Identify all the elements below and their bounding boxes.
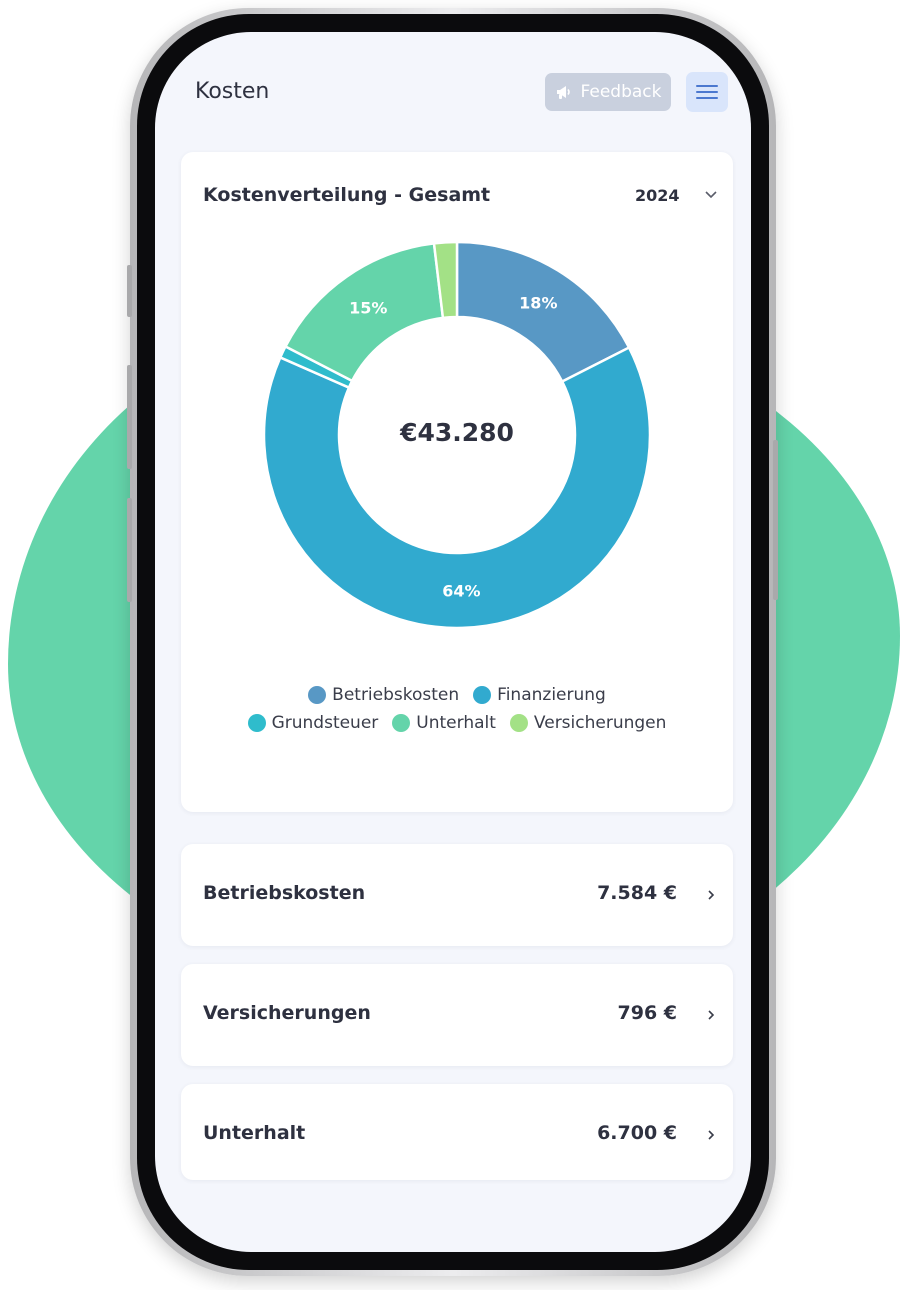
cost-distribution-card: Kostenverteilung - Gesamt 2024 18% 64% 15%… — [181, 152, 733, 812]
legend-item-grundsteuer[interactable]: Grundsteuer — [247, 713, 379, 733]
feedback-button[interactable]: Feedback — [545, 73, 671, 111]
slice-label-betriebskosten: 18% — [519, 293, 557, 312]
megaphone-icon — [556, 86, 570, 99]
slice-label-finanzierung: 64% — [442, 581, 480, 600]
chart-title: Kostenverteilung - Gesamt — [203, 184, 491, 206]
slice-label-unterhalt: 15% — [349, 298, 387, 317]
chevron-right-icon — [708, 1010, 715, 1020]
cost-item-name: Betriebskosten — [203, 882, 366, 904]
hamburger-menu-icon — [696, 85, 718, 87]
legend-swatch — [392, 714, 411, 732]
legend-item-finanzierung[interactable]: Finanzierung — [473, 685, 606, 705]
phone-mute-button — [127, 265, 132, 317]
legend-swatch — [247, 714, 266, 732]
legend-row: Grundsteuer Unterhalt Versicherungen — [181, 713, 733, 733]
cost-item-amount: 6.700 € — [597, 1122, 677, 1144]
legend-label: Unterhalt — [416, 713, 496, 733]
donut-slice-versicherungen[interactable] — [432, 240, 459, 320]
legend-item-betriebskosten[interactable]: Betriebskosten — [308, 685, 459, 705]
phone-volume-up-button — [127, 365, 132, 469]
cost-item-betriebskosten[interactable]: Betriebskosten 7.584 € — [181, 844, 733, 946]
cost-item-name: Unterhalt — [203, 1122, 306, 1144]
app-screen: Kosten Feedback Kostenverteilung - Gesam… — [155, 32, 751, 1252]
cost-item-amount: 796 € — [617, 1002, 678, 1024]
chart-center-total: €43.280 — [400, 418, 514, 447]
legend-label: Finanzierung — [497, 685, 606, 705]
legend-row: Betriebskosten Finanzierung — [181, 685, 733, 705]
legend-label: Betriebskosten — [332, 685, 460, 705]
legend-swatch — [509, 714, 528, 732]
menu-button[interactable] — [686, 72, 728, 112]
cost-item-amount: 7.584 € — [597, 882, 677, 904]
cost-item-name: Versicherungen — [203, 1002, 371, 1024]
page-title: Kosten — [195, 79, 270, 104]
top-bar: Kosten Feedback — [155, 32, 751, 152]
feedback-label: Feedback — [580, 82, 662, 102]
legend-swatch — [308, 686, 327, 704]
phone-power-button — [773, 440, 778, 600]
cost-item-unterhalt[interactable]: Unterhalt 6.700 € — [181, 1084, 733, 1180]
donut-slice-finanzierung[interactable] — [262, 345, 652, 630]
phone-volume-down-button — [127, 498, 132, 602]
chart-legend: Betriebskosten Finanzierung Grundsteuer Unt… — [181, 685, 733, 741]
legend-item-versicherungen[interactable]: Versicherungen — [509, 713, 667, 733]
chevron-down-icon[interactable] — [703, 186, 719, 202]
legend-swatch — [473, 686, 492, 704]
year-select[interactable]: 2024 — [635, 186, 680, 205]
legend-item-unterhalt[interactable]: Unterhalt — [392, 713, 496, 733]
donut-chart: 18% 64% 15% — [262, 240, 652, 630]
chevron-right-icon — [708, 890, 715, 900]
cost-item-versicherungen[interactable]: Versicherungen 796 € — [181, 964, 733, 1066]
legend-label: Versicherungen — [533, 713, 667, 733]
legend-label: Grundsteuer — [271, 713, 379, 733]
chevron-right-icon — [708, 1130, 715, 1140]
